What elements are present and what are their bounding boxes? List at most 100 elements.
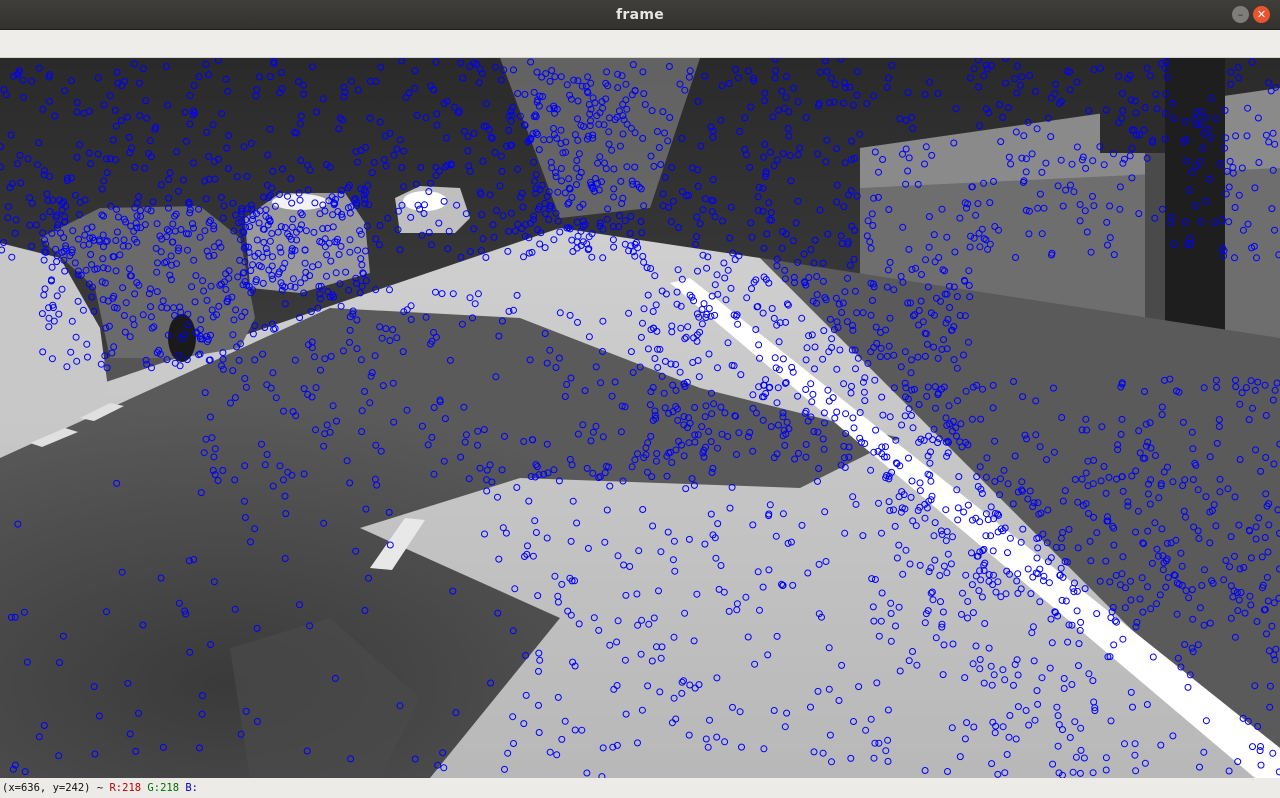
feature-point-marker xyxy=(814,428,822,436)
feature-point-marker xyxy=(277,69,285,77)
feature-point-marker xyxy=(925,243,933,251)
feature-point-marker xyxy=(961,735,969,743)
feature-point-marker xyxy=(113,205,120,213)
feature-point-marker xyxy=(614,617,622,625)
feature-point-marker xyxy=(367,372,375,380)
feature-point-marker xyxy=(714,520,722,528)
feature-point-marker xyxy=(6,184,14,192)
minimize-button[interactable]: – xyxy=(1232,6,1249,23)
close-button[interactable]: ✕ xyxy=(1253,6,1270,23)
feature-point-marker xyxy=(850,255,858,263)
feature-point-marker xyxy=(251,252,259,260)
feature-point-marker xyxy=(916,479,924,487)
feature-point-marker xyxy=(926,78,934,86)
feature-point-marker xyxy=(782,379,790,386)
feature-point-marker xyxy=(1244,717,1252,725)
feature-point-marker xyxy=(1235,191,1243,199)
feature-point-marker xyxy=(1172,536,1180,544)
feature-point-marker xyxy=(296,120,304,128)
feature-point-marker xyxy=(653,128,661,135)
feature-point-marker xyxy=(749,521,757,529)
feature-point-marker xyxy=(782,430,790,438)
feature-point-marker xyxy=(538,181,546,189)
feature-point-marker xyxy=(773,632,781,640)
image-view[interactable] xyxy=(0,58,1280,778)
feature-point-marker xyxy=(574,115,581,123)
feature-point-marker xyxy=(1021,431,1029,439)
feature-point-marker xyxy=(976,518,984,526)
feature-point-marker xyxy=(339,347,347,355)
feature-point-marker xyxy=(804,417,812,425)
feature-point-marker xyxy=(42,240,50,248)
feature-point-marker xyxy=(827,74,835,82)
feature-point-marker xyxy=(1157,482,1165,490)
feature-point-marker xyxy=(353,345,361,353)
feature-point-marker xyxy=(1019,178,1027,186)
feature-point-marker xyxy=(1222,190,1230,198)
feature-point-marker xyxy=(1211,219,1219,227)
feature-point-marker xyxy=(842,410,850,418)
feature-point-marker xyxy=(664,137,672,145)
feature-point-marker xyxy=(573,164,581,172)
feature-point-marker xyxy=(434,761,442,769)
feature-point-marker xyxy=(1153,600,1160,608)
feature-point-marker xyxy=(533,98,541,106)
feature-point-marker xyxy=(917,297,925,305)
feature-point-marker xyxy=(142,356,150,364)
feature-point-marker xyxy=(1177,549,1185,557)
feature-point-marker xyxy=(422,313,430,321)
feature-point-marker xyxy=(509,103,517,111)
feature-point-marker xyxy=(0,86,8,93)
feature-point-marker xyxy=(658,372,666,380)
feature-point-marker xyxy=(976,656,984,663)
feature-point-marker xyxy=(1102,557,1110,565)
feature-point-marker xyxy=(657,161,665,168)
feature-point-marker xyxy=(439,749,447,757)
feature-point-marker xyxy=(266,192,274,199)
feature-point-marker xyxy=(546,205,554,213)
feature-point-marker xyxy=(885,498,893,506)
feature-point-marker xyxy=(68,246,76,254)
feature-point-marker xyxy=(219,365,227,373)
feature-point-marker xyxy=(509,713,517,721)
feature-point-marker xyxy=(1163,73,1171,81)
feature-point-marker xyxy=(247,267,255,275)
feature-point-marker xyxy=(783,709,791,717)
feature-point-marker xyxy=(505,227,513,235)
feature-point-marker xyxy=(772,532,780,540)
feature-point-marker xyxy=(907,493,915,501)
feature-point-marker xyxy=(944,449,952,457)
feature-point-marker xyxy=(991,478,999,485)
feature-point-marker xyxy=(1058,596,1066,604)
feature-point-marker xyxy=(224,165,232,173)
feature-point-marker xyxy=(1189,476,1197,484)
feature-point-marker xyxy=(938,345,946,353)
feature-point-marker xyxy=(875,632,883,640)
feature-point-marker xyxy=(339,116,347,124)
feature-point-marker xyxy=(960,276,968,284)
feature-point-marker xyxy=(1253,618,1261,625)
feature-point-marker xyxy=(522,221,529,229)
feature-point-marker xyxy=(90,683,98,691)
feature-point-marker xyxy=(143,114,151,122)
feature-point-marker xyxy=(883,352,891,360)
feature-point-marker xyxy=(988,61,996,69)
feature-point-marker xyxy=(1063,558,1071,566)
feature-point-marker xyxy=(1162,557,1170,565)
feature-point-marker xyxy=(962,439,970,446)
feature-point-marker xyxy=(300,90,307,98)
feature-point-marker xyxy=(1091,707,1099,715)
feature-point-marker xyxy=(711,281,719,289)
feature-point-marker xyxy=(1201,566,1208,574)
feature-point-marker xyxy=(1173,610,1181,618)
feature-point-marker xyxy=(527,58,535,66)
feature-point-marker xyxy=(329,211,337,219)
feature-point-marker xyxy=(525,497,533,505)
feature-point-marker xyxy=(623,163,631,171)
feature-point-marker xyxy=(535,205,542,213)
feature-point-marker xyxy=(487,679,495,687)
feature-point-marker xyxy=(871,576,879,583)
feature-point-marker xyxy=(864,217,872,225)
feature-point-marker xyxy=(19,93,27,101)
feature-point-marker xyxy=(590,614,598,622)
